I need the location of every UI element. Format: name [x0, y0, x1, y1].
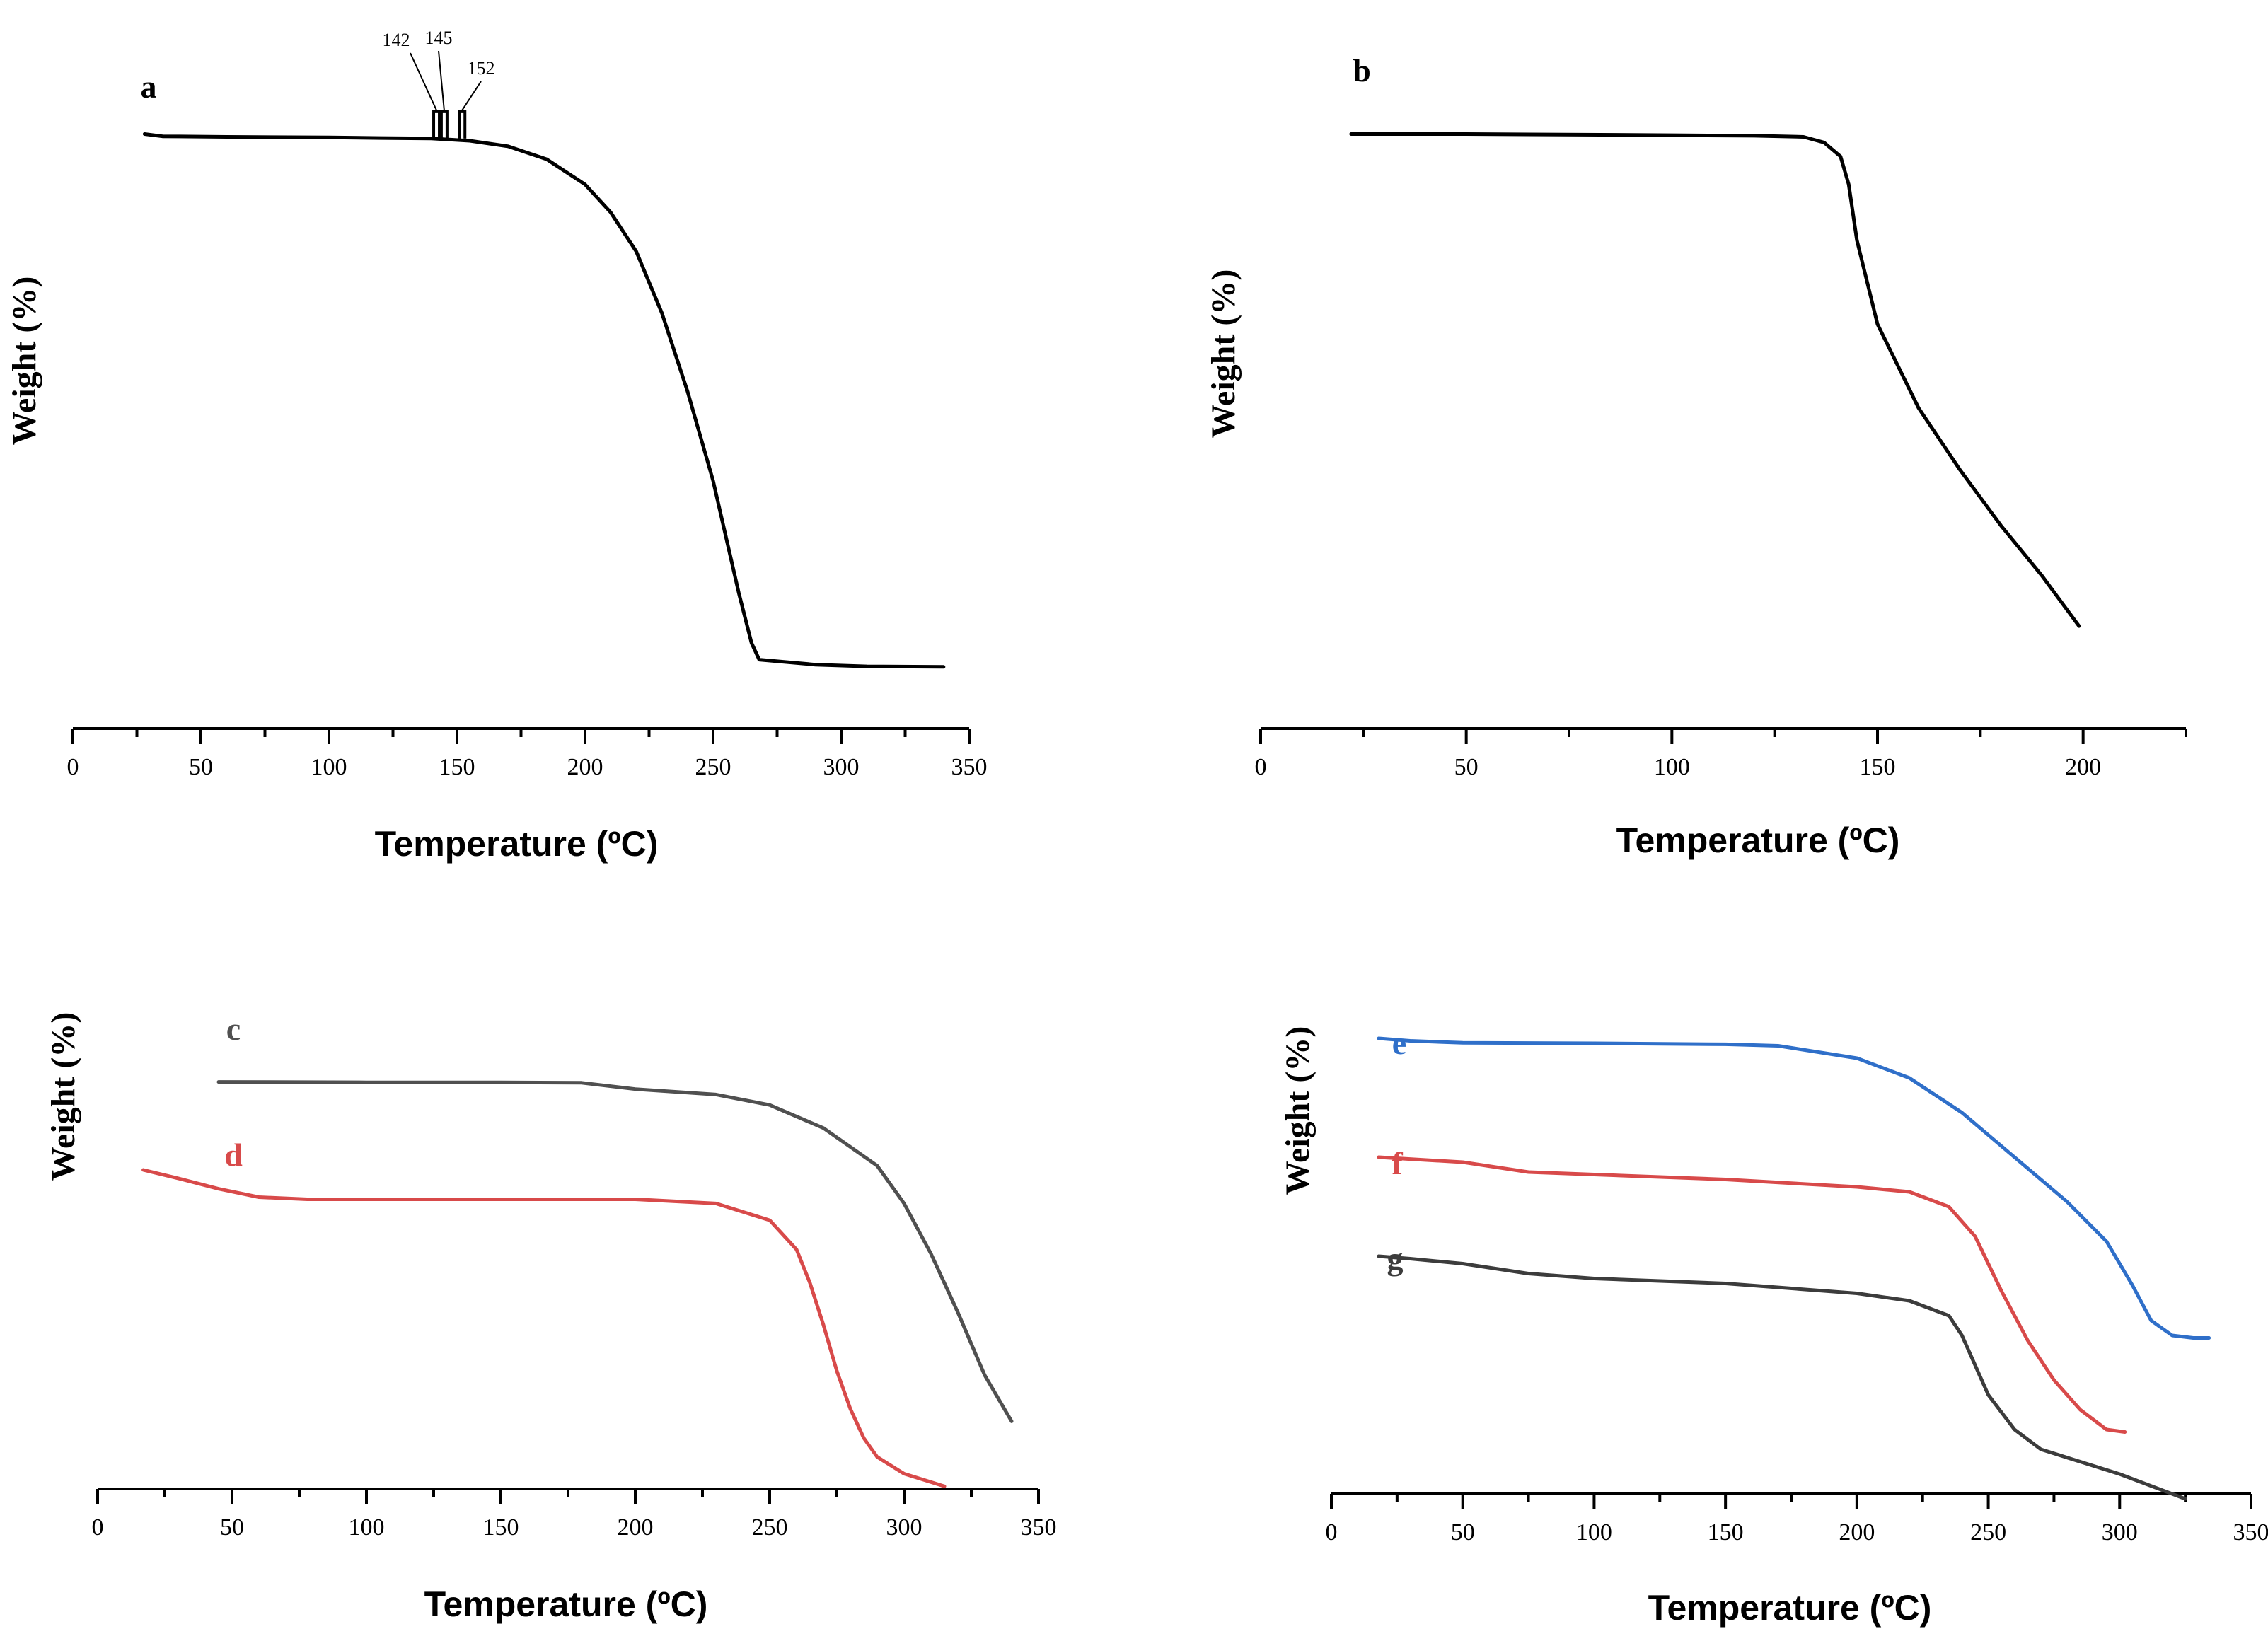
series-line-e: [1377, 1036, 2211, 1340]
series-label-a: a: [141, 69, 157, 105]
x-tick-label: 50: [189, 754, 213, 780]
series-label-g: g: [1387, 1241, 1404, 1277]
y-axis-title: Weight (%): [1205, 269, 1242, 439]
series-line-d: [141, 1168, 947, 1488]
x-tick-label: 250: [1970, 1519, 2006, 1546]
x-tick-label: 150: [1708, 1519, 1744, 1546]
x-tick-label: 300: [823, 754, 860, 780]
peak-leader-line: [461, 81, 482, 111]
x-axis-title: Temperature (ºC): [375, 824, 659, 864]
panel-e-f-g: 0 50 100 150 200 250 300 350 Temperature (ºC) Wei…: [1279, 1025, 2268, 1628]
x-tick-label: 200: [618, 1514, 654, 1541]
x-tick-label: 50: [220, 1514, 244, 1541]
series-line-c: [216, 1080, 1014, 1423]
series-line-g: [1377, 1254, 2187, 1501]
series-label-d: d: [224, 1137, 243, 1173]
series-line-b: [1349, 132, 2081, 628]
x-tick-label: 300: [2102, 1519, 2138, 1546]
peak-annotation-label: 142: [383, 30, 410, 50]
x-tick-label: 0: [92, 1514, 104, 1541]
peak-marker: [432, 110, 441, 139]
x-tick-label: 350: [2233, 1519, 2268, 1546]
series-line-f: [1377, 1155, 2127, 1434]
series-label-f: f: [1392, 1145, 1403, 1181]
x-tick-label: 350: [1021, 1514, 1057, 1541]
x-axis-title: Temperature (ºC): [424, 1584, 708, 1624]
peak-marker: [458, 110, 467, 139]
x-tick-label: 100: [1576, 1519, 1612, 1546]
series-label-e: e: [1392, 1025, 1406, 1061]
x-tick-label: 100: [349, 1514, 385, 1541]
y-axis-title: Weight (%): [1279, 1026, 1317, 1195]
x-tick-label: 350: [951, 754, 988, 780]
x-tick-label: 200: [567, 754, 603, 780]
x-tick-label: 0: [1255, 754, 1267, 780]
x-tick-label: 0: [1326, 1519, 1338, 1546]
panel-a: 0 50 100 150 200 250 300 350 Temperature (ºC) Wei…: [6, 28, 988, 864]
x-tick-label: 150: [483, 1514, 519, 1541]
series-line-a: [142, 132, 946, 669]
series-label-c: c: [226, 1011, 241, 1047]
peak-marker: [439, 110, 449, 139]
x-tick-label: 0: [67, 754, 79, 780]
x-tick-label: 300: [886, 1514, 922, 1541]
y-axis-title: Weight (%): [6, 277, 43, 446]
x-tick-label: 50: [1454, 754, 1479, 780]
x-tick-label: 100: [311, 754, 347, 780]
x-tick-label: 200: [2065, 754, 2101, 780]
y-axis-title: Weight (%): [45, 1012, 82, 1181]
series-label-b: b: [1353, 52, 1371, 88]
peak-annotation-label: 152: [468, 58, 495, 79]
x-tick-label: 150: [439, 754, 475, 780]
panel-c-d: 0 50 100 150 200 250 300 350 Temperature (ºC) Wei…: [45, 1011, 1057, 1624]
peak-annotation-label: 145: [425, 28, 453, 48]
x-tick-label: 150: [1860, 754, 1896, 780]
x-tick-label: 200: [1839, 1519, 1875, 1546]
x-axis-title: Temperature (ºC): [1648, 1588, 1932, 1628]
panel-b: 0 50 100 150 200 Temperature (ºC) Weight (%) b: [1205, 52, 2187, 860]
x-axis-title: Temperature (ºC): [1616, 820, 1900, 860]
x-tick-label: 250: [695, 754, 731, 780]
x-tick-label: 100: [1654, 754, 1690, 780]
x-tick-label: 250: [752, 1514, 788, 1541]
peak-leader-line: [410, 52, 437, 111]
peak-leader-line: [438, 50, 445, 110]
x-tick-label: 50: [1451, 1519, 1475, 1546]
